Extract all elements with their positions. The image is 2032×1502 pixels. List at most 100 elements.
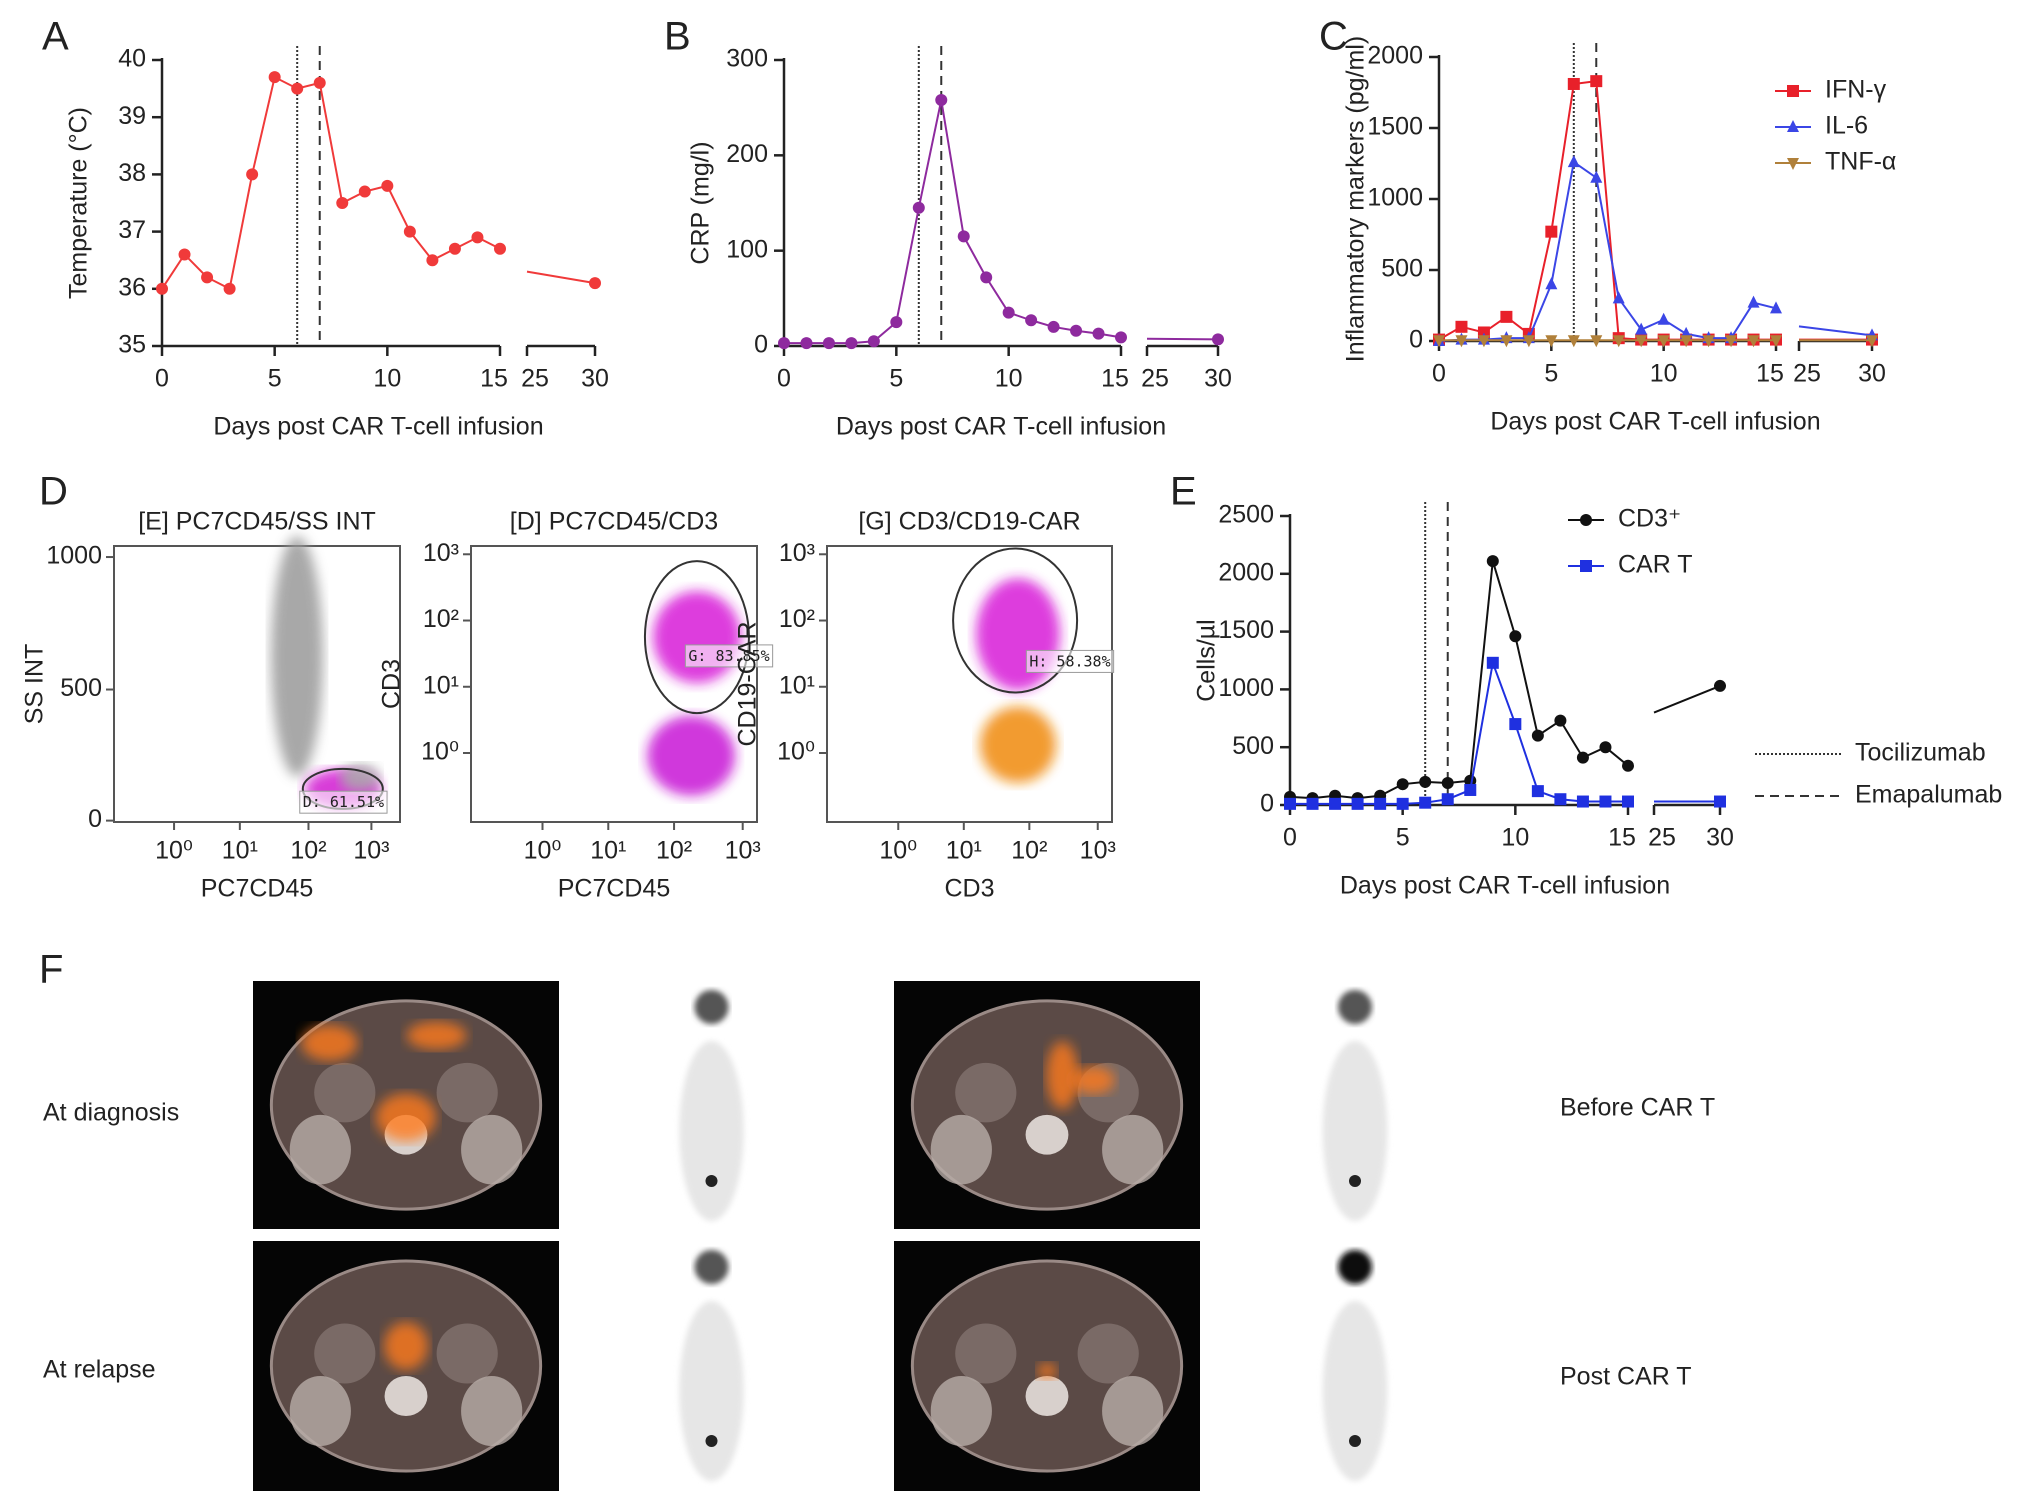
- legend-label: Emapalumab: [1855, 781, 2002, 809]
- legend-label: IL-6: [1825, 112, 1868, 140]
- panel-letter: C: [1319, 15, 1348, 59]
- data-point: [336, 197, 349, 209]
- y-tick-label: 1000: [46, 542, 102, 570]
- data-point: [156, 282, 168, 295]
- y-tick-label: 0: [754, 331, 768, 359]
- y-tick-label: 100: [726, 235, 768, 263]
- y-tick-label: 0: [88, 805, 102, 833]
- pet-uptake: [1070, 1066, 1115, 1095]
- gate: [643, 560, 750, 715]
- ct-bone: [289, 1114, 351, 1185]
- panel-letter: D: [39, 470, 68, 514]
- data-point: [1599, 795, 1612, 808]
- x-axis-title: PC7CD45: [201, 875, 314, 903]
- data-point: [1374, 797, 1387, 810]
- data-point: [1590, 170, 1603, 183]
- data-point: [1306, 797, 1319, 810]
- x-tick-label: 25: [1793, 360, 1821, 388]
- x-tick-label: 30: [1204, 365, 1232, 393]
- series-line: [161, 75, 501, 291]
- y-axis-title: CD19-CAR: [734, 621, 762, 746]
- data-point: [980, 271, 993, 284]
- data-point: [1115, 331, 1127, 344]
- x-tick-label: 5: [1396, 824, 1410, 852]
- x-tick-label: 10²: [290, 837, 326, 865]
- data-point: [1396, 797, 1409, 810]
- data-point: [426, 254, 439, 267]
- pet-uptake: [406, 1021, 467, 1050]
- pet-bladder: [1349, 1175, 1361, 1187]
- x-tick-label: 10¹: [590, 837, 626, 865]
- y-tick-label: 39: [118, 102, 146, 130]
- data-point: [1441, 777, 1454, 790]
- y-tick-label: 1000: [1218, 674, 1274, 702]
- pet-uptake: [1037, 1363, 1057, 1379]
- event-cloud: [271, 536, 324, 777]
- data-point: [1554, 793, 1567, 806]
- data-point: [1025, 314, 1038, 327]
- x-axis-title: Days post CAR T-cell infusion: [836, 413, 1166, 441]
- x-tick-label: 30: [581, 365, 609, 393]
- y-tick-label: 10²: [423, 605, 459, 633]
- data-point: [1441, 793, 1454, 806]
- y-tick-label: 1000: [1367, 184, 1423, 212]
- data-point: [1002, 306, 1015, 319]
- data-point: [1635, 335, 1648, 348]
- data-point: [1092, 327, 1105, 340]
- y-tick-label: 0: [1260, 790, 1274, 818]
- x-tick-label: 25: [1141, 365, 1169, 393]
- data-point: [1486, 555, 1499, 568]
- data-point: [1433, 335, 1445, 348]
- x-tick-label: 10⁰: [524, 837, 562, 865]
- series-line: [784, 99, 1122, 345]
- data-point: [1622, 759, 1634, 772]
- series-line: [1146, 337, 1219, 341]
- data-point: [1284, 797, 1296, 810]
- data-point: [1419, 775, 1432, 788]
- y-tick-label: 35: [118, 331, 146, 359]
- data-point: [1545, 277, 1558, 290]
- x-axis-title: PC7CD45: [558, 875, 671, 903]
- y-tick-label: 2000: [1218, 558, 1274, 586]
- y-tick-label: 10¹: [423, 671, 459, 699]
- legend-marker: [1580, 514, 1592, 526]
- x-tick-label: 0: [1283, 824, 1297, 852]
- x-tick-label: 10: [373, 365, 401, 393]
- plot-frame: [826, 545, 1113, 823]
- x-tick-label: 15: [1756, 360, 1784, 388]
- x-tick-label: 0: [777, 365, 791, 393]
- data-point: [1567, 335, 1580, 348]
- pet-uptake: [384, 1322, 428, 1370]
- y-tick-label: 500: [1381, 255, 1423, 283]
- gate-label-box: [1025, 649, 1115, 673]
- row-label: At diagnosis: [43, 1099, 179, 1127]
- data-point: [1500, 335, 1513, 348]
- x-tick-label: 10³: [725, 837, 761, 865]
- legend-marker: [1787, 120, 1799, 132]
- y-tick-label: 1500: [1218, 616, 1274, 644]
- x-tick-label: 5: [1544, 360, 1558, 388]
- data-point: [1419, 796, 1432, 809]
- event-cloud: [652, 591, 741, 684]
- pet-body: [1322, 1041, 1388, 1221]
- y-tick-label: 300: [726, 45, 768, 73]
- legend-marker: [1580, 560, 1592, 572]
- ct-bone: [1025, 1114, 1069, 1155]
- data-point: [1486, 656, 1499, 669]
- pet-uptake: [1046, 1041, 1079, 1110]
- ct-organ: [955, 1323, 1017, 1384]
- x-tick-label: 10: [1650, 360, 1678, 388]
- data-point: [1567, 77, 1580, 90]
- pet-uptake: [376, 1093, 436, 1142]
- event-cloud: [975, 578, 1060, 691]
- x-axis-title: Days post CAR T-cell infusion: [1340, 872, 1670, 900]
- data-point: [1657, 335, 1670, 348]
- x-tick-label: 25: [521, 365, 549, 393]
- data-point: [494, 242, 506, 255]
- x-tick-label: 10³: [353, 837, 389, 865]
- data-point: [589, 277, 601, 290]
- pet-body: [679, 1041, 744, 1221]
- data-point: [246, 168, 259, 181]
- x-tick-label: 0: [155, 365, 169, 393]
- data-point: [448, 242, 461, 255]
